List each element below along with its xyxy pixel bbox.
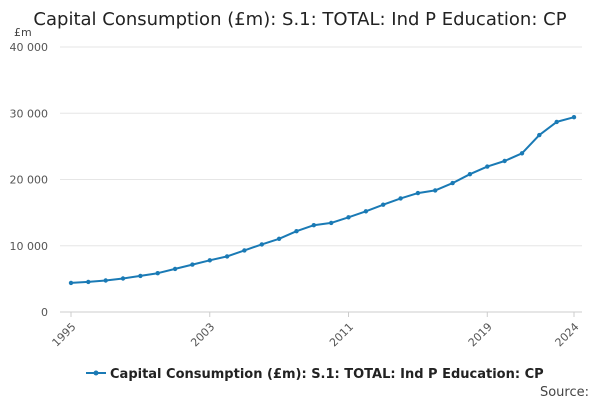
series-layer (68, 115, 577, 286)
data-point[interactable] (103, 278, 108, 283)
x-axis-ticks: 1995 2003 2011 2019 2024 (50, 312, 582, 349)
data-point[interactable] (294, 229, 299, 234)
data-point[interactable] (467, 172, 473, 177)
chart-title: Capital Consumption (£m): S.1: TOTAL: In… (33, 9, 566, 30)
x-tick-label: 2019 (466, 320, 495, 349)
data-point[interactable] (276, 236, 282, 241)
y-tick-label: 30 000 (10, 107, 49, 120)
data-point[interactable] (172, 266, 178, 272)
data-point[interactable] (346, 215, 351, 220)
data-point[interactable] (381, 202, 386, 207)
data-point[interactable] (554, 119, 559, 125)
source-label: Source: (540, 385, 589, 400)
y-axis-ticks: 0 10 000 20 000 30 000 40 000 (10, 41, 49, 319)
y-tick-label: 0 (41, 306, 48, 319)
legend-label: Capital Consumption (£m): S.1: TOTAL: In… (110, 367, 544, 382)
data-point[interactable] (155, 271, 160, 276)
data-point[interactable] (502, 158, 507, 164)
data-point[interactable] (571, 115, 577, 120)
data-point[interactable] (190, 262, 195, 267)
x-tick-label: 2011 (327, 320, 356, 349)
data-point[interactable] (86, 279, 91, 285)
x-tick-label: 1995 (50, 320, 79, 349)
y-tick-label: 20 000 (10, 174, 49, 187)
data-point[interactable] (450, 180, 455, 186)
legend[interactable]: Capital Consumption (£m): S.1: TOTAL: In… (86, 367, 544, 382)
data-point[interactable] (537, 132, 542, 138)
x-tick-label: 2003 (188, 320, 217, 349)
data-point[interactable] (415, 190, 421, 196)
data-point[interactable] (207, 258, 212, 263)
data-point[interactable] (363, 209, 369, 214)
data-point[interactable] (398, 196, 403, 201)
y-tick-label: 10 000 (10, 240, 49, 253)
data-point[interactable] (259, 242, 264, 247)
grid-lines (60, 46, 582, 313)
y-axis-unit-label: £m (14, 26, 32, 39)
data-point[interactable] (519, 151, 525, 156)
x-tick-label: 2024 (553, 320, 582, 349)
legend-swatch-marker (93, 370, 99, 376)
data-point[interactable] (311, 223, 316, 228)
data-point[interactable] (120, 276, 126, 281)
data-point[interactable] (485, 164, 490, 169)
series-line (70, 116, 575, 284)
data-point[interactable] (138, 273, 143, 279)
data-point[interactable] (68, 280, 74, 286)
data-point[interactable] (242, 248, 247, 253)
y-tick-label: 40 000 (10, 41, 49, 54)
data-point[interactable] (224, 254, 230, 259)
data-point[interactable] (329, 220, 334, 226)
data-point[interactable] (433, 188, 438, 193)
